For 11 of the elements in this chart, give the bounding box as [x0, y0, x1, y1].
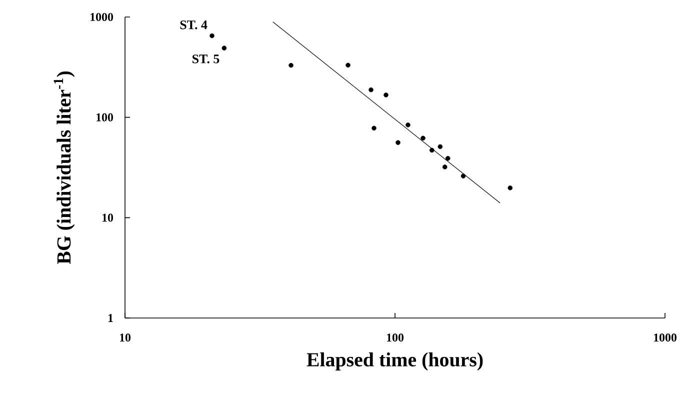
annotation: ST. 4 [180, 20, 208, 30]
y-tick-label: 10 [102, 214, 114, 222]
y-tick-label: 1000 [90, 12, 114, 22]
x-tick-label: 1000 [654, 334, 676, 342]
x-tick-label: 100 [386, 334, 404, 342]
y-tick-label: 100 [96, 113, 114, 122]
y-tick-label: 1 [108, 314, 113, 322]
x-axis-title: Elapsed time (hours) [306, 352, 483, 370]
y-axis-title: BG (individuals liter$^{-1}$) [54, 72, 75, 264]
x-tick-label: 10 [120, 334, 131, 342]
annotation: ST. 5 [192, 54, 220, 64]
